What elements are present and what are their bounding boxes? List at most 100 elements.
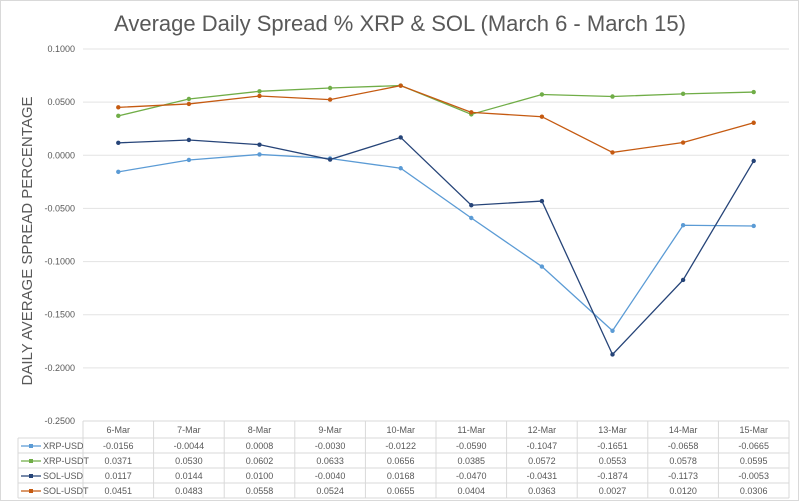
data-point-xrp-usd — [680, 223, 686, 228]
series-line-xrp-usd — [118, 153, 754, 332]
table-cell: -0.0658 — [668, 441, 699, 451]
data-point-xrp-usd — [610, 328, 615, 333]
x-category-label: 12-Mar — [528, 425, 557, 435]
data-point-xrp-usdt — [116, 113, 121, 119]
data-point-sol-usd — [327, 157, 333, 162]
legend-label: SOL-USD — [43, 471, 84, 481]
data-point-xrp-usd — [186, 157, 192, 163]
table-cell: -0.0053 — [738, 471, 769, 481]
x-category-label: 8-Mar — [248, 425, 272, 435]
table-cell: -0.0030 — [315, 441, 346, 451]
legend-marker — [29, 459, 33, 463]
y-tick-label: -0.2500 — [44, 416, 75, 426]
table-cell: -0.1047 — [527, 441, 558, 451]
x-category-label: 9-Mar — [318, 425, 342, 435]
y-axis-title: DAILY AVERAGE SPREAD PERCENTAGE — [19, 97, 36, 386]
table-cell: 0.0656 — [387, 456, 415, 466]
table-cell: 0.0120 — [669, 486, 697, 496]
table-cell: -0.0431 — [527, 471, 558, 481]
data-point-sol-usdt — [327, 97, 333, 102]
data-point-sol-usdt — [257, 93, 262, 99]
data-point-sol-usd — [186, 137, 192, 143]
data-point-xrp-usdt — [539, 92, 545, 97]
table-cell: -0.0470 — [456, 471, 487, 481]
y-tick-label: 0.0500 — [47, 97, 75, 107]
table-cell: 0.0451 — [105, 486, 133, 496]
y-tick-label: -0.1500 — [44, 310, 75, 320]
data-point-xrp-usdt — [327, 85, 333, 91]
data-point-xrp-usdt — [257, 89, 262, 94]
data-point-xrp-usdt — [751, 89, 756, 95]
table-cell: 0.0530 — [175, 456, 203, 466]
table-cell: 0.0524 — [316, 486, 344, 496]
data-point-sol-usd — [257, 142, 262, 147]
x-category-label: 6-Mar — [107, 425, 131, 435]
table-cell: 0.0306 — [740, 486, 768, 496]
table-cell: 0.0144 — [175, 471, 203, 481]
data-point-xrp-usd — [257, 152, 262, 157]
x-category-label: 11-Mar — [457, 425, 485, 435]
legend-marker — [29, 444, 33, 448]
series-line-xrp-usdt — [118, 84, 754, 117]
table-cell: 0.0572 — [528, 456, 556, 466]
data-point-sol-usdt — [469, 110, 474, 115]
data-point-sol-usdt — [398, 83, 403, 88]
data-point-sol-usd — [539, 198, 545, 204]
data-point-xrp-usdt — [610, 94, 615, 99]
x-category-label: 14-Mar — [669, 425, 698, 435]
table-cell: 0.0595 — [740, 456, 768, 466]
data-point-sol-usd — [610, 352, 615, 357]
data-point-xrp-usd — [116, 169, 121, 175]
data-point-sol-usdt — [751, 120, 756, 125]
table-cell: 0.0483 — [175, 486, 203, 496]
x-category-label: 7-Mar — [177, 425, 201, 435]
table-cell: 0.0363 — [528, 486, 556, 496]
table-cell: 0.0633 — [316, 456, 344, 466]
data-point-sol-usd — [680, 277, 686, 283]
data-point-sol-usdt — [539, 114, 545, 119]
table-cell: 0.0558 — [246, 486, 274, 496]
table-cell: -0.1173 — [668, 471, 698, 481]
table-cell: -0.0040 — [315, 471, 346, 481]
data-point-sol-usd — [469, 203, 474, 208]
table-cell: 0.0008 — [246, 441, 274, 451]
data-point-sol-usd — [116, 140, 121, 146]
table-cell: 0.0553 — [599, 456, 627, 466]
table-cell: 0.0100 — [246, 471, 274, 481]
table-cell: 0.0655 — [387, 486, 415, 496]
x-category-label: 13-Mar — [598, 425, 627, 435]
data-point-xrp-usd — [539, 264, 545, 269]
data-point-xrp-usd — [398, 166, 403, 171]
table-cell: -0.1874 — [597, 471, 628, 481]
table-cell: 0.0385 — [458, 456, 486, 466]
table-cell: 0.0117 — [105, 471, 132, 481]
y-tick-label: -0.1000 — [44, 257, 75, 267]
legend-label: SOL-USDT — [43, 486, 89, 496]
data-point-xrp-usd — [751, 223, 756, 229]
x-category-label: 10-Mar — [386, 425, 415, 435]
table-cell: -0.0590 — [456, 441, 487, 451]
table-cell: -0.0044 — [174, 441, 205, 451]
table-cell: 0.0578 — [669, 456, 697, 466]
table-cell: -0.1651 — [597, 441, 628, 451]
table-cell: 0.0371 — [105, 456, 133, 466]
table-cell: -0.0122 — [385, 441, 416, 451]
data-point-xrp-usdt — [186, 96, 192, 102]
table-cell: 0.0602 — [246, 456, 274, 466]
legend-marker — [29, 489, 33, 493]
series-line-sol-usdt — [118, 84, 754, 154]
data-point-sol-usdt — [680, 140, 686, 145]
data-point-sol-usd — [398, 135, 403, 140]
data-point-sol-usd — [751, 158, 756, 164]
data-point-sol-usdt — [610, 150, 615, 155]
data-point-sol-usdt — [186, 101, 192, 107]
table-cell: -0.0665 — [738, 441, 769, 451]
data-point-xrp-usd — [469, 215, 474, 221]
legend-label: XRP-USDT — [43, 456, 90, 466]
x-category-label: 15-Mar — [739, 425, 768, 435]
y-tick-label: -0.0500 — [44, 203, 75, 213]
y-tick-label: -0.2000 — [44, 363, 75, 373]
chart-title: Average Daily Spread % XRP & SOL (March … — [114, 11, 686, 36]
